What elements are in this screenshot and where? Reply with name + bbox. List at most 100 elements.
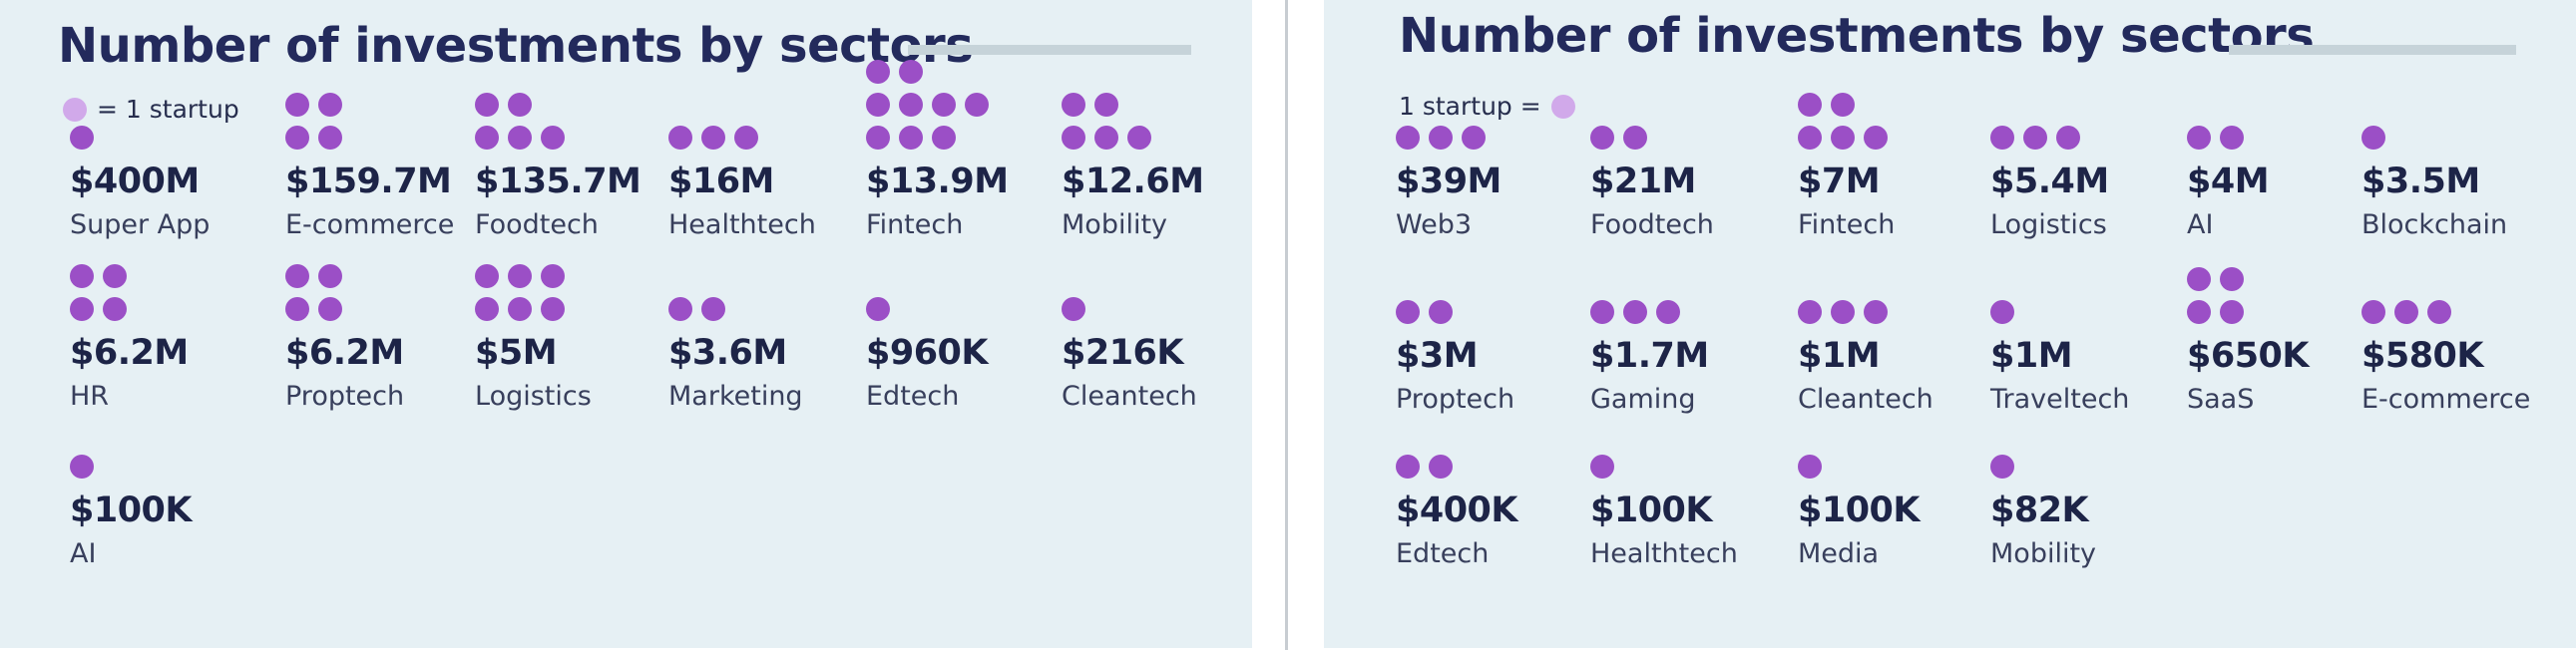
- sector-label: Logistics: [1990, 209, 2107, 240]
- startup-dot-icon: [1396, 455, 1420, 479]
- investment-amount: $159.7M: [285, 162, 452, 201]
- startup-dots: [866, 261, 1066, 321]
- startup-dots: [1798, 90, 1997, 150]
- startup-dot-icon: [1990, 455, 2014, 479]
- startup-dot-icon: [508, 264, 532, 288]
- startup-dot-icon: [866, 60, 890, 84]
- investment-amount: $4M: [2187, 162, 2270, 201]
- investment-amount: $5.4M: [1990, 162, 2109, 201]
- sector-label: Fintech: [866, 209, 964, 240]
- sector-label: Marketing: [668, 381, 803, 412]
- investment-amount: $82K: [1990, 490, 2089, 530]
- startup-dot-icon: [318, 93, 342, 117]
- investment-amount: $400K: [1396, 490, 1518, 530]
- startup-dot-icon: [508, 126, 532, 150]
- startup-dot-icon: [2187, 267, 2211, 291]
- startup-dot-icon: [866, 297, 890, 321]
- startup-dot-icon: [285, 297, 309, 321]
- startup-dot-icon: [2187, 300, 2211, 324]
- sector-label: E-commerce: [2361, 384, 2531, 415]
- startup-dot-icon: [2394, 300, 2418, 324]
- startup-dot-icon: [1590, 126, 1614, 150]
- sector-label: AI: [70, 538, 97, 569]
- startup-dot-icon: [1462, 126, 1486, 150]
- sector-label: Mobility: [1062, 209, 1168, 240]
- panel-divider: [1285, 0, 1288, 650]
- startup-dot-icon: [70, 264, 94, 288]
- startup-dots: [1990, 264, 2190, 324]
- investment-amount: $12.6M: [1062, 162, 1204, 201]
- legend: 1 startup =: [1399, 92, 1575, 121]
- startup-dot-icon: [2361, 300, 2385, 324]
- startup-dot-icon: [541, 297, 565, 321]
- startup-dot-icon: [1798, 300, 1822, 324]
- startup-dot-icon: [1798, 126, 1822, 150]
- startup-dots: [1990, 90, 2190, 150]
- startup-dots: [70, 261, 269, 321]
- startup-dot-icon: [1831, 300, 1855, 324]
- startup-dots: [1062, 261, 1261, 321]
- startup-dot-icon: [1656, 300, 1680, 324]
- startup-dot-icon: [1396, 126, 1420, 150]
- sector-label: Logistics: [475, 381, 592, 412]
- startup-dot-icon: [1429, 455, 1453, 479]
- investment-amount: $5M: [475, 333, 558, 373]
- sector-label: Blockchain: [2361, 209, 2508, 240]
- sector-label: Edtech: [866, 381, 960, 412]
- startup-dots: [668, 261, 868, 321]
- investment-amount: $580K: [2361, 336, 2484, 376]
- investment-amount: $6.2M: [70, 333, 189, 373]
- startup-dots: [1590, 419, 1790, 479]
- investment-amount: $7M: [1798, 162, 1881, 201]
- startup-dots: [285, 90, 485, 150]
- startup-dots: [2361, 264, 2561, 324]
- sector-label: Fintech: [1798, 209, 1896, 240]
- startup-dot-icon: [965, 93, 989, 117]
- startup-dot-icon: [475, 93, 499, 117]
- startup-dot-icon: [899, 60, 923, 84]
- startup-dot-icon: [866, 93, 890, 117]
- startup-dot-icon: [701, 126, 725, 150]
- sector-label: Edtech: [1396, 538, 1490, 569]
- startup-dots: [1396, 419, 1595, 479]
- startup-dot-icon: [1094, 126, 1118, 150]
- startup-dot-icon: [103, 297, 127, 321]
- startup-dots: [70, 90, 269, 150]
- investment-amount: $650K: [2187, 336, 2310, 376]
- sector-label: Media: [1798, 538, 1880, 569]
- legend-text: = 1 startup: [97, 95, 239, 124]
- startup-dot-icon: [2220, 267, 2244, 291]
- sector-label: AI: [2187, 209, 2214, 240]
- startup-dot-icon: [1623, 300, 1647, 324]
- sector-label: E-commerce: [285, 209, 455, 240]
- startup-dot-icon: [541, 264, 565, 288]
- startup-dot-icon: [1094, 93, 1118, 117]
- startup-dot-icon: [2056, 126, 2080, 150]
- investment-amount: $216K: [1062, 333, 1184, 373]
- sector-label: Cleantech: [1062, 381, 1197, 412]
- investment-amount: $400M: [70, 162, 200, 201]
- sector-label: Foodtech: [1590, 209, 1714, 240]
- startup-dots: [1396, 264, 1595, 324]
- startup-dot-icon: [899, 126, 923, 150]
- sector-label: Proptech: [1396, 384, 1515, 415]
- startup-dot-icon: [318, 264, 342, 288]
- startup-dot-icon: [899, 93, 923, 117]
- startup-dots: [668, 90, 868, 150]
- startup-dot-icon: [1429, 126, 1453, 150]
- investment-amount: $3.5M: [2361, 162, 2480, 201]
- startup-dot-icon: [318, 126, 342, 150]
- startup-dot-icon: [1798, 93, 1822, 117]
- investment-amount: $100K: [1590, 490, 1713, 530]
- startup-dots: [2187, 264, 2386, 324]
- startup-dots: [1798, 419, 1997, 479]
- startup-dot-icon: [1062, 93, 1085, 117]
- sector-label: Traveltech: [1990, 384, 2130, 415]
- legend-dot-icon: [63, 97, 87, 122]
- sector-label: Foodtech: [475, 209, 599, 240]
- startup-dots: [70, 419, 269, 479]
- investment-amount: $16M: [668, 162, 774, 201]
- investment-amount: $100K: [1798, 490, 1921, 530]
- startup-dot-icon: [285, 126, 309, 150]
- startup-dot-icon: [70, 455, 94, 479]
